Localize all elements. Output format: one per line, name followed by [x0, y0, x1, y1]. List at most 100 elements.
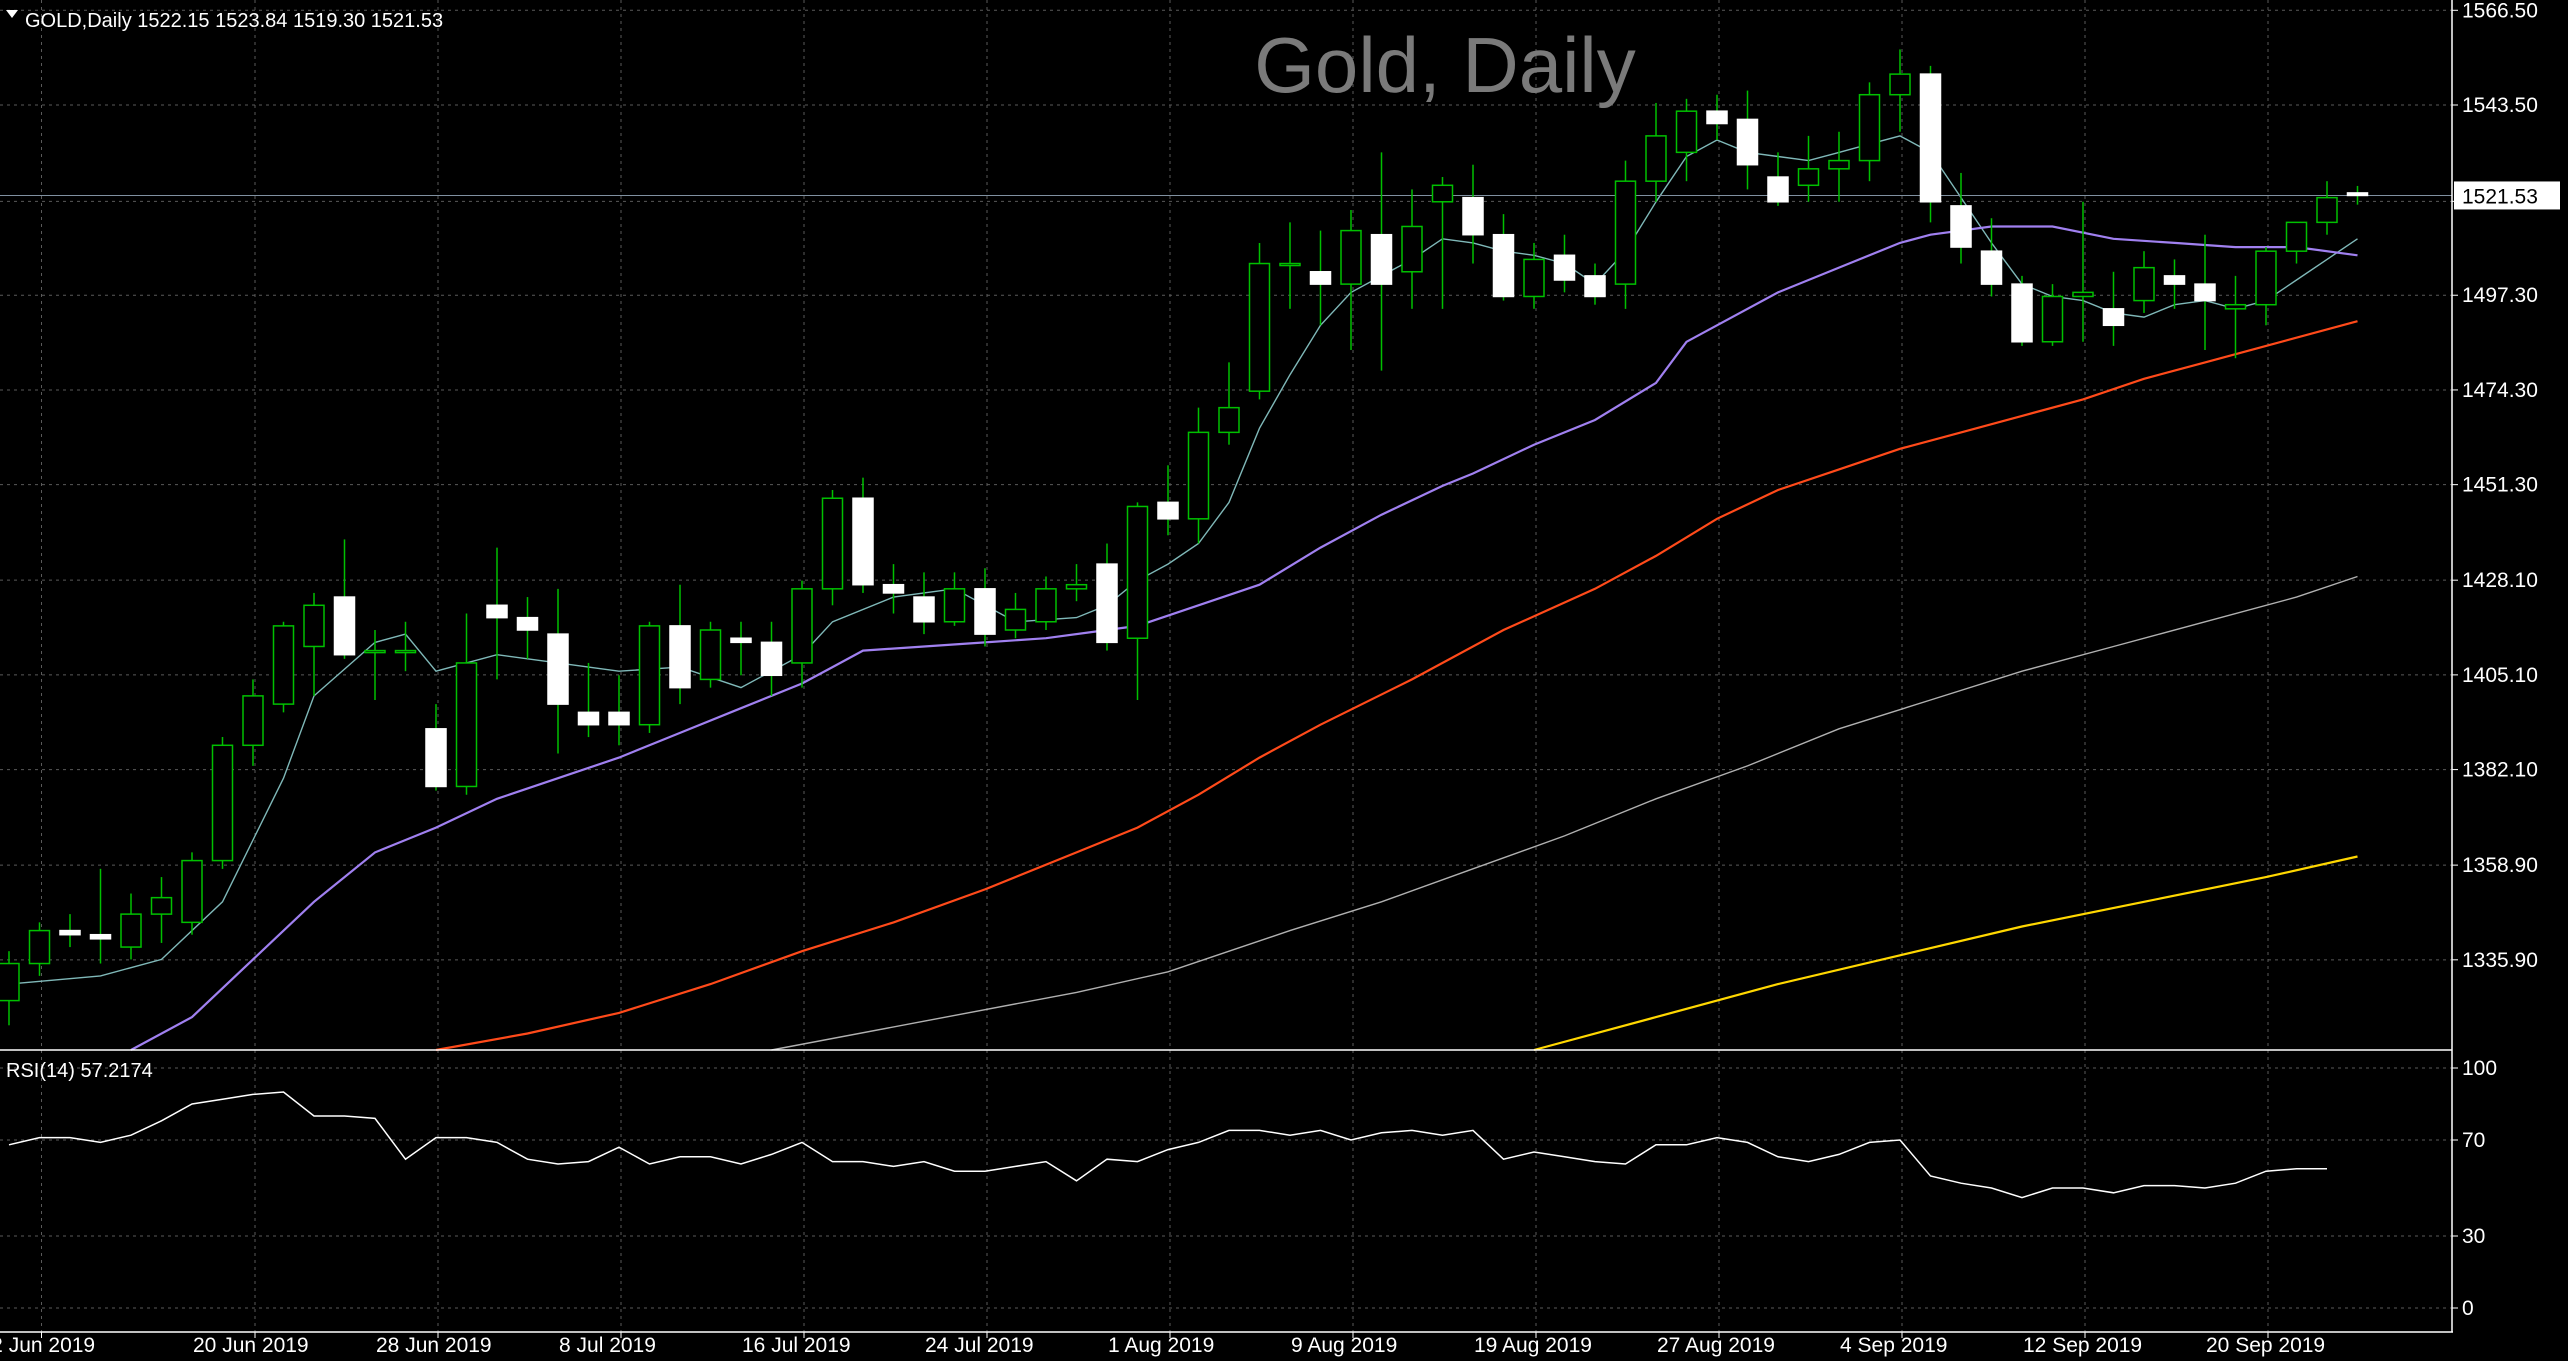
candle-body: [882, 583, 905, 594]
candle: [455, 613, 478, 795]
candle: [1340, 210, 1362, 350]
candle: [1614, 160, 1637, 309]
candle: [1157, 465, 1179, 536]
candle: [577, 662, 600, 738]
price-tick-label: 1358.90: [2462, 854, 2538, 877]
candle: [1797, 135, 1820, 202]
candle: [1858, 82, 1881, 182]
candle-body: [2194, 283, 2216, 302]
symbol-info[interactable]: GOLD,Daily 1522.15 1523.84 1519.30 1521.…: [6, 10, 443, 32]
candle: [821, 490, 844, 606]
time-tick-label: 16 Jul 2019: [742, 1334, 851, 1357]
candle-body: [943, 588, 966, 623]
candle: [1431, 177, 1454, 309]
candle-body: [2285, 221, 2308, 252]
time-tick-label: 8 Jul 2019: [559, 1334, 656, 1357]
candle-body: [1675, 110, 1698, 154]
dropdown-triangle-icon[interactable]: [6, 10, 18, 18]
rsi-tick-label: 100: [2462, 1057, 2497, 1080]
candle: [2163, 259, 2186, 309]
candle-body: [333, 596, 356, 656]
candle: [2072, 201, 2094, 342]
candle-body: [1187, 431, 1210, 520]
candle: [2285, 221, 2308, 264]
candle-body: [669, 625, 691, 689]
candle: [120, 893, 142, 960]
candle: [272, 621, 295, 713]
candle-body: [1950, 205, 1972, 248]
symbol-info-text: GOLD,Daily 1522.15 1523.84 1519.30 1521.…: [25, 10, 443, 32]
price-tick-label: 1474.30: [2462, 379, 2538, 402]
candle: [1889, 49, 1911, 132]
candle: [1370, 152, 1393, 371]
candle: [1126, 502, 1149, 700]
candle: [2133, 251, 2155, 313]
candle: [699, 621, 722, 688]
price-tick-label: 1428.10: [2462, 569, 2538, 592]
candle: [1004, 592, 1027, 639]
candle: [1675, 98, 1698, 182]
time-tick-label: 9 Aug 2019: [1291, 1334, 1397, 1357]
candle: [1218, 362, 1240, 445]
time-tick-label: 27 Aug 2019: [1657, 1334, 1775, 1357]
candle-body: [852, 497, 874, 586]
candle-body: [760, 641, 783, 677]
candle: [2194, 234, 2216, 350]
candle: [547, 588, 569, 754]
candle: [1035, 576, 1057, 630]
candle: [852, 477, 874, 593]
candle: [1736, 90, 1759, 190]
candle-body: [2163, 275, 2186, 285]
candle-body: [913, 596, 935, 623]
candle-body: [1980, 250, 2003, 285]
price-tick-label: 1543.50: [2462, 94, 2538, 117]
price-tick-label: 1451.30: [2462, 474, 2538, 497]
time-axis: 12 Jun 2019 20 Jun 2019 28 Jun 2019 8 Jul 2…: [0, 1332, 2325, 1357]
candle-body: [28, 929, 51, 965]
candle: [2255, 247, 2277, 326]
candle-body: [791, 588, 813, 664]
candle: [1553, 234, 1576, 293]
candle: [1950, 172, 1972, 264]
candle-body: [425, 728, 447, 788]
candle-body: [59, 929, 81, 936]
candle: [1492, 214, 1515, 301]
candle-body: [486, 604, 508, 619]
candle: [1919, 65, 1942, 223]
candle-body: [2072, 291, 2094, 298]
time-tick-label: 24 Jul 2019: [925, 1334, 1034, 1357]
time-tick-label: 4 Sep 2019: [1840, 1334, 1947, 1357]
candle-body: [516, 616, 539, 631]
candle: [1279, 222, 1301, 309]
candle-body: [1797, 168, 1820, 187]
candle: [2011, 275, 2033, 346]
candle: [669, 584, 691, 705]
current-price-tag: 1521.53: [2454, 181, 2560, 210]
price-tick-label: 1405.10: [2462, 664, 2538, 687]
candle: [913, 572, 935, 635]
candle: [1309, 230, 1332, 326]
rsi-tick-label: 70: [2462, 1129, 2485, 1152]
candle-body: [1736, 118, 1759, 166]
candle: [943, 572, 966, 626]
rsi-tick-label: 0: [2462, 1297, 2474, 1320]
time-tick-label: 28 Jun 2019: [376, 1334, 492, 1357]
candle-body: [1401, 225, 1423, 273]
candle: [1248, 242, 1271, 400]
time-tick-label: 12 Sep 2019: [2023, 1334, 2142, 1357]
candle-body: [303, 604, 325, 648]
candle-body: [2316, 196, 2338, 224]
candle-body: [1645, 135, 1667, 182]
candle-body: [608, 711, 630, 726]
candle-body: [1523, 258, 1545, 298]
candles: [0, 49, 2369, 1026]
candle: [1523, 242, 1545, 309]
candle: [608, 675, 630, 746]
current-price-tag-bg: [2454, 181, 2560, 210]
candle-body: [1553, 254, 1576, 281]
price-tick-label: 1497.30: [2462, 284, 2538, 307]
rsi-panel: [8, 1091, 2327, 1199]
candle: [28, 922, 51, 976]
